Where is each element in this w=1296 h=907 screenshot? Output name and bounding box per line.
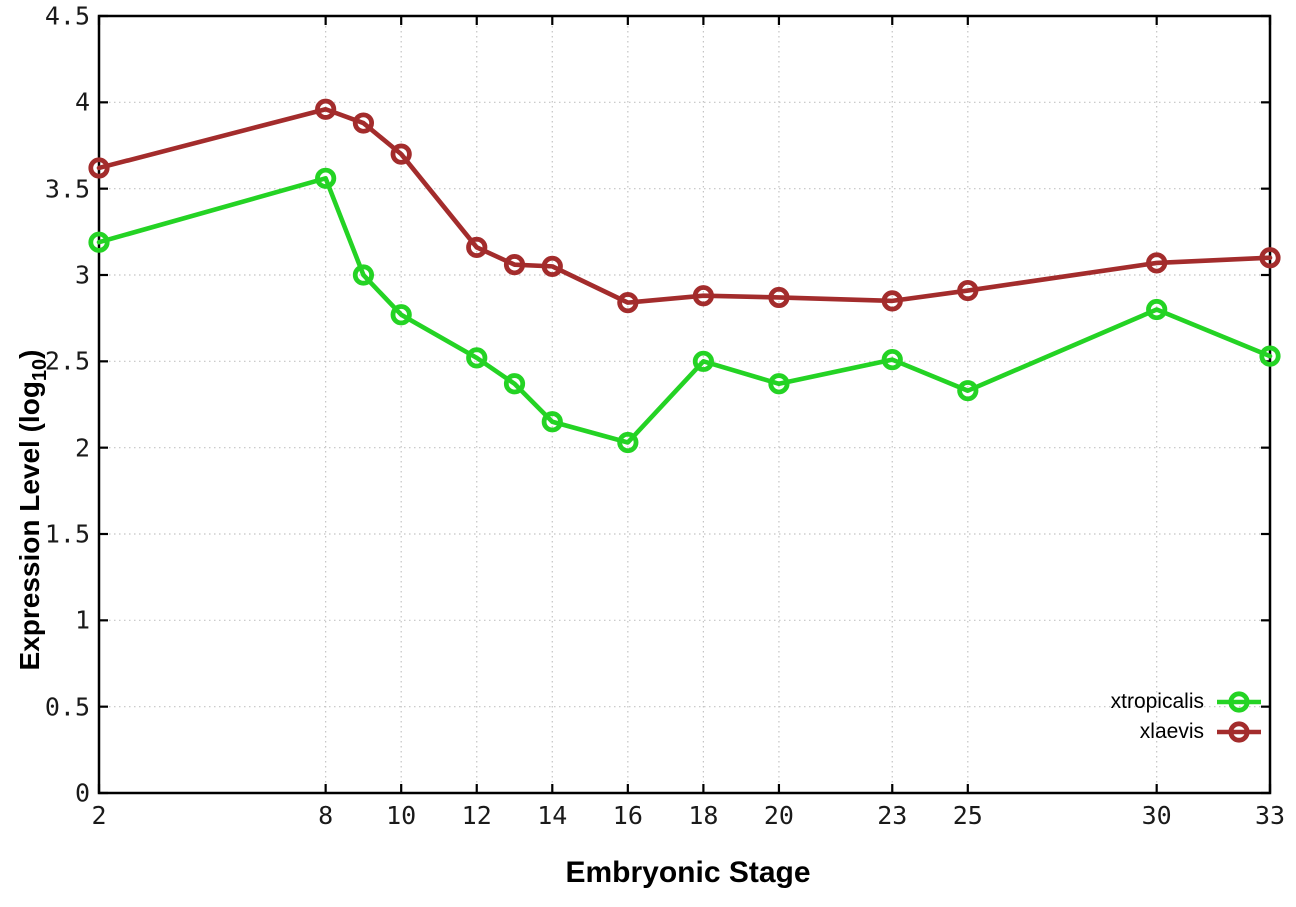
y-axis-title-text: Expression Level (log — [14, 381, 46, 671]
data-point-xlaevis — [957, 279, 979, 302]
data-point-xtropicalis — [541, 411, 563, 433]
y-axis-title: Expression Level (log10) — [14, 350, 52, 671]
data-point-xlaevis — [617, 292, 639, 314]
data-point-xlaevis — [88, 157, 110, 179]
data-point-xtropicalis — [617, 431, 639, 454]
data-point-xlaevis — [541, 255, 563, 277]
data-point-xlaevis — [466, 236, 488, 258]
legend-sample-shape — [1228, 721, 1250, 743]
data-point-xlaevis — [503, 254, 526, 276]
data-point-xlaevis — [315, 98, 337, 120]
data-point-xtropicalis — [88, 231, 110, 253]
data-point-xtropicalis — [352, 264, 375, 286]
data-point-xlaevis — [1146, 252, 1168, 274]
data-point-xtropicalis — [1259, 345, 1281, 367]
series-line-xtropicalis — [96, 176, 1273, 445]
y-axis-title-suffix: ) — [14, 349, 46, 359]
data-point-xtropicalis — [390, 304, 412, 326]
data-point-xlaevis — [881, 290, 903, 312]
data-point-xtropicalis — [768, 373, 790, 395]
legend-label-xlaevis: xlaevis — [1139, 720, 1204, 743]
series-line-xlaevis — [96, 106, 1273, 305]
legend-marker-xlaevis-icon — [1217, 721, 1261, 743]
legend-marker-xtropicalis-icon — [1217, 691, 1261, 713]
data-point-xlaevis — [768, 286, 790, 309]
x-axis-title: Embryonic Stage — [565, 856, 811, 889]
legend-item-xlaevis: xlaevis — [1111, 717, 1264, 747]
data-point-xlaevis — [390, 143, 412, 165]
data-point-xtropicalis — [957, 380, 979, 402]
data-point-xlaevis — [352, 112, 375, 134]
data-point-xtropicalis — [315, 167, 337, 189]
legend-label-xtropicalis: xtropicalis — [1110, 690, 1204, 713]
plot-border — [97, 14, 1272, 795]
legend: xtropicalis xlaevis — [1111, 687, 1264, 747]
data-point-xtropicalis — [881, 349, 903, 371]
data-point-xtropicalis — [692, 350, 714, 372]
legend-item-xtropicalis: xtropicalis — [1111, 687, 1264, 717]
data-point-xlaevis — [692, 285, 714, 307]
data-point-xtropicalis — [503, 373, 526, 395]
y-axis-title-subscript: 10 — [28, 358, 51, 382]
data-point-xtropicalis — [1146, 298, 1168, 321]
data-point-xlaevis — [1259, 247, 1281, 269]
legend-sample-shape — [1228, 691, 1250, 713]
data-point-xtropicalis — [466, 347, 488, 369]
